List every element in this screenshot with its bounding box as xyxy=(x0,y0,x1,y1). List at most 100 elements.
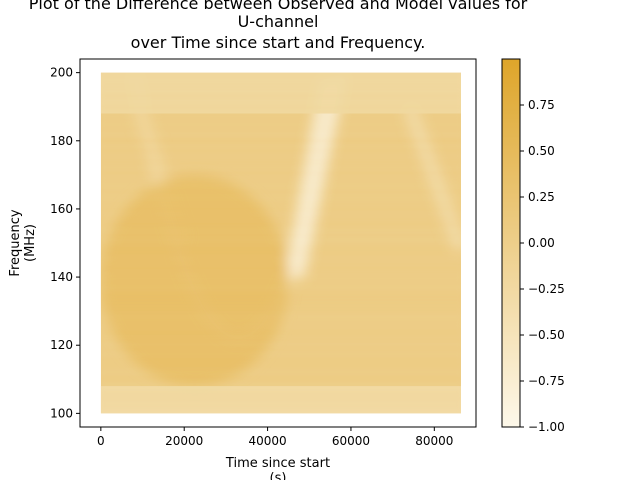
heatmap-stripe xyxy=(100,390,461,393)
heatmap-stripes xyxy=(100,72,461,414)
colorbar-tick-label: 0.25 xyxy=(528,190,555,204)
heatmap-stripe xyxy=(100,288,461,291)
y-tick-label: 140 xyxy=(50,270,73,284)
heatmap-stripe xyxy=(100,213,461,216)
heatmap-stripe xyxy=(100,129,461,132)
heatmap-stripe xyxy=(100,99,461,102)
heatmap-stripe xyxy=(100,351,461,354)
x-axis-ticks: 0 20000 40000 60000 80000 xyxy=(97,427,453,448)
heatmap-stripe xyxy=(100,210,461,213)
heatmap-stripe xyxy=(100,303,461,306)
heatmap-stripe xyxy=(100,282,461,285)
heatmap-stripe xyxy=(100,318,461,321)
heatmap-stripe xyxy=(100,372,461,375)
heatmap-stripe xyxy=(100,411,461,414)
heatmap-stripe xyxy=(100,171,461,174)
chart-title-line-1: Plot of the Difference between Observed … xyxy=(29,0,528,13)
heatmap-stripe xyxy=(100,240,461,243)
heatmap-stripe xyxy=(100,336,461,339)
heatmap-stripe xyxy=(100,75,461,78)
y-tick-label: 100 xyxy=(50,406,73,420)
heatmap-stripe xyxy=(100,96,461,99)
heatmap-stripe xyxy=(100,168,461,171)
heatmap-stripe xyxy=(100,180,461,183)
chart-title-line-2: U-channel xyxy=(238,12,319,31)
heatmap-stripe xyxy=(100,324,461,327)
heatmap-stripe xyxy=(100,399,461,402)
heatmap-stripe xyxy=(100,246,461,249)
heatmap-stripe xyxy=(100,147,461,150)
heatmap-stripe xyxy=(100,177,461,180)
heatmap-stripe xyxy=(100,387,461,390)
heatmap-stripe xyxy=(100,297,461,300)
colorbar xyxy=(501,58,521,428)
heatmap-stripe xyxy=(100,309,461,312)
heatmap-stripe xyxy=(100,363,461,366)
heatmap-stripe xyxy=(100,261,461,264)
y-axis-label-line-1: Frequency xyxy=(8,209,23,276)
heatmap-stripe xyxy=(100,252,461,255)
heatmap-stripe xyxy=(100,348,461,351)
heatmap-stripe xyxy=(100,291,461,294)
x-axis-label-line-1: Time since start xyxy=(225,456,330,471)
heatmap-stripe xyxy=(100,114,461,117)
heatmap-stripe xyxy=(100,150,461,153)
heatmap-stripe xyxy=(100,162,461,165)
heatmap-stripe xyxy=(100,231,461,234)
heatmap-stripe xyxy=(100,276,461,279)
heatmap-stripe xyxy=(100,102,461,105)
heatmap-stripe xyxy=(100,126,461,129)
plot-area-frame xyxy=(79,58,477,428)
heatmap-stripe xyxy=(100,153,461,156)
heatmap-stripe xyxy=(100,258,461,261)
y-tick-label: 120 xyxy=(50,338,73,352)
heatmap-stripe xyxy=(100,234,461,237)
heatmap-stripe xyxy=(100,393,461,396)
heatmap-stripe xyxy=(100,255,461,258)
heatmap-stripe xyxy=(100,216,461,219)
heatmap-stripe xyxy=(100,174,461,177)
heatmap-stripe xyxy=(100,405,461,408)
heatmap-stripe xyxy=(100,123,461,126)
colorbar-ticks: 0.75 0.50 0.25 0.00 −0.25 −0.50 −0.75 −1.00 xyxy=(520,98,565,434)
heatmap-stripe xyxy=(100,195,461,198)
heatmap-stripe xyxy=(100,225,461,228)
heatmap-stripe xyxy=(100,312,461,315)
heatmap-stripe xyxy=(100,354,461,357)
heatmap-stripe xyxy=(100,345,461,348)
y-tick-label: 180 xyxy=(50,134,73,148)
colorbar-tick-label: −0.50 xyxy=(528,328,565,342)
heatmap-stripe xyxy=(100,204,461,207)
colorbar-tick-label: −1.00 xyxy=(528,420,565,434)
heatmap-stripe xyxy=(100,366,461,369)
chart-title: Plot of the Difference between Observed … xyxy=(29,0,528,52)
heatmap-stripe xyxy=(100,132,461,135)
heatmap-stripe xyxy=(100,219,461,222)
heatmap-stripe xyxy=(100,396,461,399)
heatmap-stripe xyxy=(100,327,461,330)
heatmap-stripe xyxy=(100,408,461,411)
heatmap-stripe xyxy=(100,159,461,162)
heatmap-stripe xyxy=(100,342,461,345)
y-axis-ticks: 100 120 140 160 180 200 xyxy=(50,66,80,420)
heatmap-stripe xyxy=(100,339,461,342)
x-tick-label: 60000 xyxy=(332,434,370,448)
heatmap-stripe xyxy=(100,369,461,372)
heatmap-stripe xyxy=(100,87,461,90)
heatmap-stripe xyxy=(100,117,461,120)
colorbar-tick-label: −0.25 xyxy=(528,282,565,296)
heatmap-stripe xyxy=(100,273,461,276)
x-tick-label: 40000 xyxy=(248,434,286,448)
heatmap-stripe xyxy=(100,120,461,123)
heatmap-stripe xyxy=(100,228,461,231)
x-tick-label: 80000 xyxy=(415,434,453,448)
heatmap-stripe xyxy=(100,81,461,84)
heatmap-stripe xyxy=(100,165,461,168)
heatmap-stripe xyxy=(100,183,461,186)
heatmap-stripe xyxy=(100,78,461,81)
heatmap-stripe xyxy=(100,294,461,297)
heatmap-stripe xyxy=(100,270,461,273)
heatmap-stripe xyxy=(100,156,461,159)
heatmap-stripe xyxy=(100,315,461,318)
